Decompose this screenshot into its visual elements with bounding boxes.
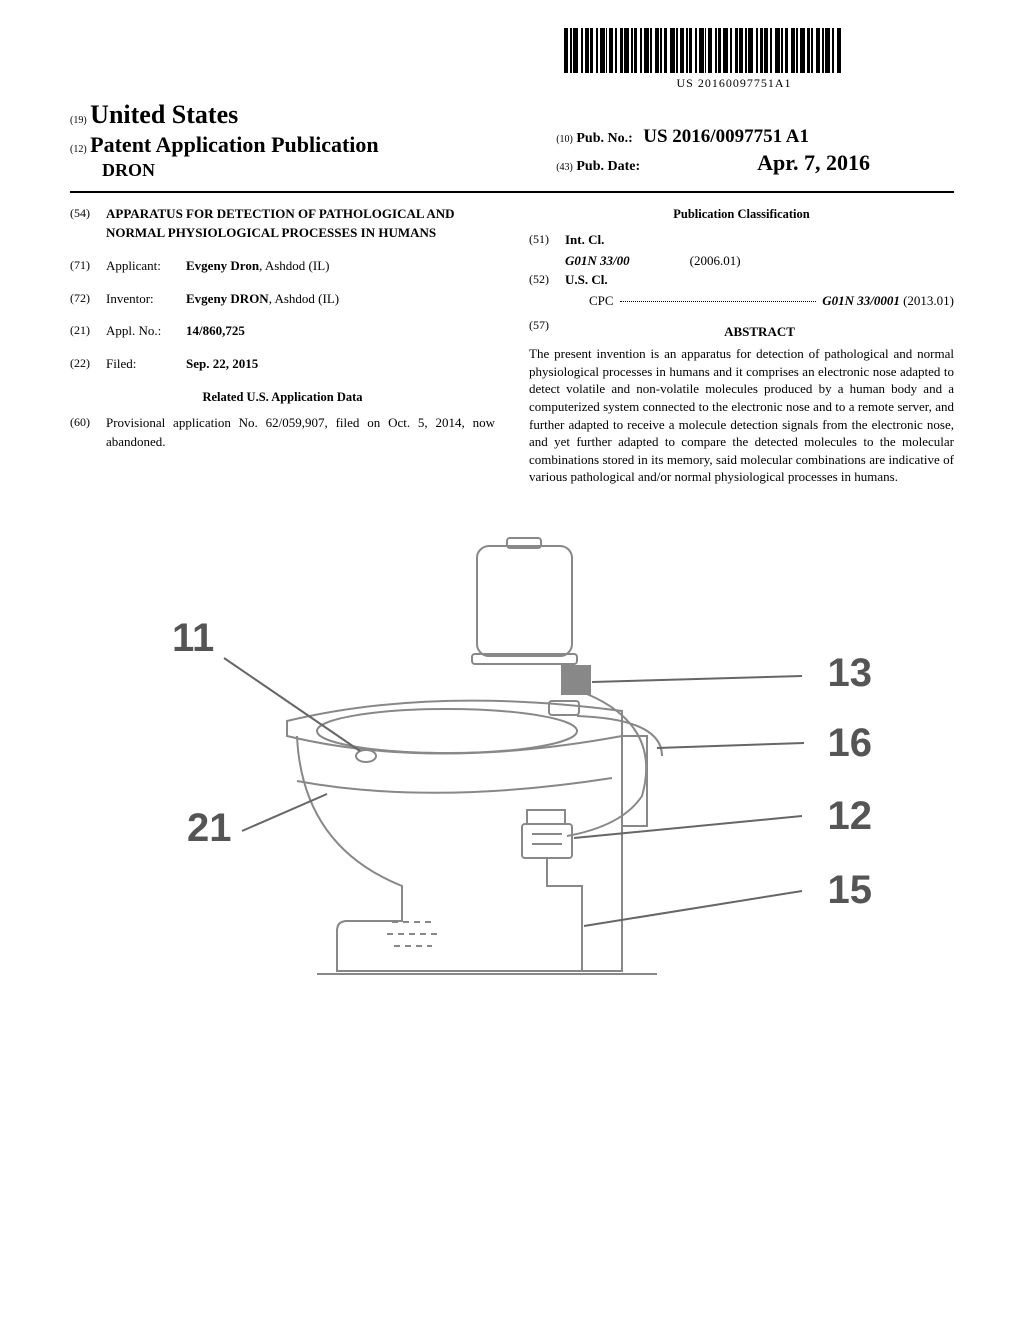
code-19: (19) — [70, 115, 87, 126]
country: United States — [90, 100, 238, 129]
header-row: (19) United States (12) Patent Applicati… — [70, 100, 954, 181]
related-row: (60) Provisional application No. 62/059,… — [70, 414, 495, 452]
applicant-name: Evgeny Dron — [186, 258, 259, 273]
fig-label-15: 15 — [828, 868, 873, 913]
figure-svg — [102, 526, 922, 1006]
pub-type-line: (12) Patent Application Publication — [70, 132, 556, 158]
applicant-label: Applicant: — [106, 257, 186, 276]
code-72: (72) — [70, 290, 106, 309]
fig-label-12: 12 — [828, 794, 873, 839]
pub-type: Patent Application Publication — [90, 132, 378, 157]
intcl-date: (2006.01) — [690, 252, 741, 271]
code-21: (21) — [70, 322, 106, 341]
cpc-prefix: CPC — [589, 292, 614, 311]
fig-label-21: 21 — [187, 806, 232, 851]
inventor-name: Evgeny DRON — [186, 291, 269, 306]
code-51: (51) — [529, 231, 565, 250]
fig-label-13: 13 — [828, 651, 873, 696]
inventor-surname: DRON — [102, 160, 556, 181]
abstract-body: The present invention is an apparatus fo… — [529, 345, 954, 485]
applno-row: (21) Appl. No.: 14/860,725 — [70, 322, 495, 341]
code-12: (12) — [70, 144, 87, 155]
inventor-row: (72) Inventor: Evgeny DRON, Ashdod (IL) — [70, 290, 495, 309]
header-rule — [70, 191, 954, 193]
related-text: Provisional application No. 62/059,907, … — [106, 414, 495, 452]
abstract-head-row: (57) ABSTRACT — [529, 317, 954, 346]
inventor-loc: , Ashdod (IL) — [269, 291, 339, 306]
fig-label-11: 11 — [172, 616, 214, 661]
header-right: (10) Pub. No.: US 2016/0097751 A1 (43) P… — [556, 100, 954, 176]
barcode-graphic — [564, 28, 904, 73]
inventor-body: Evgeny DRON, Ashdod (IL) — [186, 290, 495, 309]
intcl-row: (51) Int. Cl. — [529, 231, 954, 250]
biblio-section: (54) APPARATUS FOR DETECTION OF PATHOLOG… — [70, 205, 954, 486]
header-left: (19) United States (12) Patent Applicati… — [70, 100, 556, 181]
pub-date-label: Pub. Date: — [576, 159, 640, 174]
code-60: (60) — [70, 414, 106, 452]
title-row: (54) APPARATUS FOR DETECTION OF PATHOLOG… — [70, 205, 495, 243]
abstract-head: ABSTRACT — [565, 323, 954, 342]
intcl-label: Int. Cl. — [565, 231, 604, 250]
cpc-code: G01N 33/0001 — [822, 293, 900, 308]
country-line: (19) United States — [70, 100, 556, 130]
fig-label-16: 16 — [828, 721, 873, 766]
cpc-value: G01N 33/0001 (2013.01) — [822, 292, 954, 311]
barcode-block: US 20160097751A1 — [564, 28, 904, 91]
figure-wrap: 11 21 13 16 12 15 — [70, 526, 954, 1006]
code-43: (43) — [556, 162, 573, 173]
code-52: (52) — [529, 271, 565, 290]
code-10: (10) — [556, 134, 573, 145]
pub-date-line: (43) Pub. Date: Apr. 7, 2016 — [556, 150, 954, 176]
filed-date: Sep. 22, 2015 — [186, 356, 258, 371]
barcode-text: US 20160097751A1 — [564, 76, 904, 91]
applicant-loc: , Ashdod (IL) — [259, 258, 329, 273]
intcl-code: G01N 33/00 — [565, 252, 630, 271]
filed-label: Filed: — [106, 355, 186, 374]
code-22: (22) — [70, 355, 106, 374]
biblio-right-col: Publication Classification (51) Int. Cl.… — [529, 205, 954, 486]
cpc-line: CPC G01N 33/0001 (2013.01) — [529, 292, 954, 311]
invention-title: APPARATUS FOR DETECTION OF PATHOLOGICAL … — [106, 205, 495, 243]
uscl-label: U.S. Cl. — [565, 271, 608, 290]
code-71: (71) — [70, 257, 106, 276]
applicant-body: Evgeny Dron, Ashdod (IL) — [186, 257, 495, 276]
applno: 14/860,725 — [186, 323, 245, 338]
intcl-line: G01N 33/00 (2006.01) — [529, 252, 954, 271]
biblio-left-col: (54) APPARATUS FOR DETECTION OF PATHOLOG… — [70, 205, 495, 486]
applno-label: Appl. No.: — [106, 322, 186, 341]
inventor-label: Inventor: — [106, 290, 186, 309]
cpc-dots — [620, 292, 817, 302]
code-54: (54) — [70, 205, 106, 243]
pub-no-label: Pub. No.: — [576, 131, 632, 146]
related-head: Related U.S. Application Data — [70, 388, 495, 406]
cpc-date: (2013.01) — [903, 293, 954, 308]
applicant-row: (71) Applicant: Evgeny Dron, Ashdod (IL) — [70, 257, 495, 276]
uscl-row: (52) U.S. Cl. — [529, 271, 954, 290]
filed-row: (22) Filed: Sep. 22, 2015 — [70, 355, 495, 374]
patent-figure: 11 21 13 16 12 15 — [102, 526, 922, 1006]
pub-no: US 2016/0097751 A1 — [643, 126, 809, 147]
classification-head: Publication Classification — [529, 205, 954, 223]
code-57: (57) — [529, 317, 565, 346]
pub-no-line: (10) Pub. No.: US 2016/0097751 A1 — [556, 126, 954, 148]
pub-date: Apr. 7, 2016 — [757, 150, 870, 175]
page-root: US 20160097751A1 (19) United States (12)… — [0, 0, 1024, 1320]
